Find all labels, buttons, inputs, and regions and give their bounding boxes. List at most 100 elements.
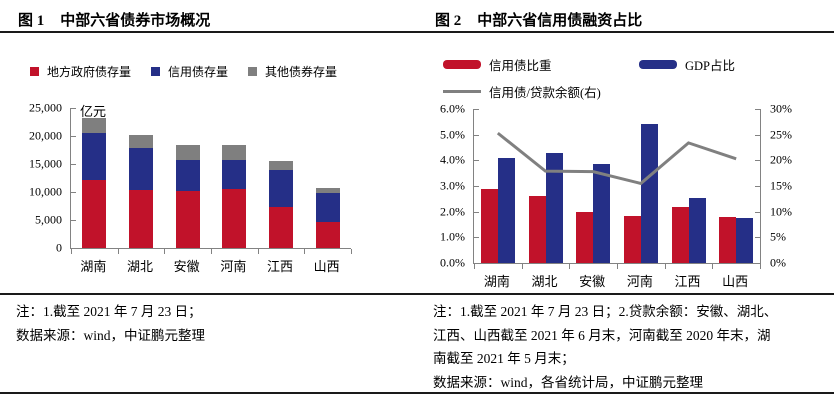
y-tick-label: 1.0% <box>440 229 465 244</box>
note-line: 注：1.截至 2021 年 7 月 23 日； <box>16 304 202 319</box>
bar-segment <box>82 180 107 248</box>
bar-segment <box>269 161 293 170</box>
y-tick-label: 0% <box>770 255 786 270</box>
note-line: 数据来源：wind，各省统计局，中证鹏元整理 <box>433 374 703 390</box>
y-tick-label: 4.0% <box>440 152 465 167</box>
y-tick-label: 15,000 <box>29 156 62 171</box>
y-tick-mark <box>755 109 760 110</box>
legend-label: 其他债券存量 <box>265 65 338 79</box>
y-tick-mark <box>755 186 760 187</box>
bar <box>497 157 515 263</box>
figure1-legend: 地方政府债存量 信用债存量 其他债券存量 <box>30 63 417 80</box>
legend-label: 信用债比重 <box>489 59 552 73</box>
legend-item: 地方政府债存量 <box>30 63 131 80</box>
figure2-plot <box>473 109 761 269</box>
y-tick-label: 25% <box>770 127 792 142</box>
x-axis-label: 江西 <box>674 274 701 289</box>
bar-segment <box>82 117 107 134</box>
x-axis-label: 安徽 <box>579 274 606 289</box>
note-line: 数据来源：wind，中证鹏元整理 <box>16 327 205 343</box>
note-line: 南截至 2021 年 5 月末； <box>433 351 575 366</box>
y-tick-label: 0 <box>56 240 62 255</box>
x-axis-label: 河南 <box>220 259 247 274</box>
y-tick-mark <box>755 160 760 162</box>
bar-group <box>480 109 515 263</box>
figure2-right-axis: 30% 25% 20% 15% 10% 5% 0% <box>761 102 803 270</box>
y-tick-mark <box>474 134 479 136</box>
y-tick-mark <box>71 192 76 193</box>
note-line: 江西、山西截至 2021 年 6 月末，河南截至 2020 年末，湖 <box>433 327 771 343</box>
bar-segment <box>129 190 153 248</box>
x-axis-label: 山西 <box>313 259 340 274</box>
x-axis-label: 湖北 <box>126 259 154 274</box>
bar-stack <box>82 108 107 248</box>
bar-segment <box>129 134 153 148</box>
figure1-plot: 亿元 <box>70 104 352 254</box>
y-tick-label: 2.0% <box>440 204 465 219</box>
y-tick-mark <box>474 211 479 213</box>
figure1-notes: 注：1.截至 2021 年 7 月 23 日； 数据来源：wind，中证鹏元整理 <box>0 295 417 392</box>
figure2-left-axis: 6.0% 5.0% 4.0% 3.0% 2.0% 1.0% 0.0% <box>427 102 473 270</box>
credit-loan-ratio-line <box>498 133 736 183</box>
x-tick-mark <box>304 249 306 254</box>
legend-item: 信用债/贷款余额(右) <box>443 82 639 101</box>
legend-label: 地方政府债存量 <box>47 65 132 79</box>
figure1-bars <box>71 108 351 248</box>
bar-segment <box>175 145 200 160</box>
x-axis-label: 湖北 <box>531 274 558 289</box>
legend-item: 信用债比重 <box>443 55 639 74</box>
y-tick-mark <box>755 237 760 239</box>
legend-swatch-bar <box>443 60 481 69</box>
bar <box>576 211 594 263</box>
bar-group <box>719 109 754 263</box>
figure2-plot-area: 6.0% 5.0% 4.0% 3.0% 2.0% 1.0% 0.0% 30% 25% 20% 15… <box>427 102 834 270</box>
figure2-x-axis: 湖南 湖北 安徽 河南 江西 山西 <box>473 271 759 289</box>
x-tick-mark <box>71 249 72 254</box>
bar-stack <box>129 108 153 248</box>
x-tick-mark <box>211 249 212 254</box>
x-axis-label: 江西 <box>266 259 294 274</box>
y-tick-mark <box>71 164 76 165</box>
bar-group <box>671 109 706 263</box>
bar-group <box>528 109 563 263</box>
x-tick-mark <box>164 249 166 254</box>
legend-item: GDP占比 <box>639 55 834 74</box>
y-tick-label: 25,000 <box>29 100 62 115</box>
y-tick-mark <box>474 186 479 187</box>
bar-stack <box>175 108 200 248</box>
figure2-title: 中部六省信用债融资占比 <box>477 13 643 29</box>
bar-segment <box>129 147 153 191</box>
y-tick-label: 15% <box>770 178 792 193</box>
charts-row: 地方政府债存量 信用债存量 其他债券存量 25,000 20,000 15,000 10,… <box>0 33 834 293</box>
legend-label: GDP占比 <box>685 59 736 73</box>
x-tick-mark <box>760 264 761 269</box>
figure2-heading: 图 2 中部六省信用债融资占比 <box>417 0 834 31</box>
figure1-number: 图 1 <box>18 13 45 29</box>
x-axis-label: 安徽 <box>173 259 200 274</box>
bar-segment <box>315 187 340 193</box>
legend-item: 其他债券存量 <box>248 63 337 80</box>
x-tick-mark <box>521 264 523 269</box>
figure1-heading: 图 1 中部六省债券市场概况 <box>0 0 417 31</box>
legend-swatch-square <box>151 67 161 76</box>
x-tick-mark <box>117 249 119 254</box>
bar-group <box>623 109 658 263</box>
y-tick-mark <box>71 248 76 249</box>
figure1-y-axis: 25,000 20,000 15,000 10,000 5,000 0 <box>14 101 70 255</box>
bar <box>640 124 658 263</box>
bar <box>688 197 706 263</box>
figure1-unit-label: 亿元 <box>80 104 107 119</box>
x-tick-mark <box>664 264 666 269</box>
figure1-plot-area: 25,000 20,000 15,000 10,000 5,000 0 亿元 <box>14 101 417 255</box>
bar-segment <box>222 144 247 160</box>
bar <box>623 215 641 263</box>
bar-segment <box>222 188 247 248</box>
bar <box>528 196 546 263</box>
x-axis-label: 湖南 <box>80 259 107 274</box>
legend-swatch-line <box>443 90 481 93</box>
bar <box>671 206 689 263</box>
bar-stack <box>315 108 340 248</box>
x-axis-label: 河南 <box>626 274 653 289</box>
legend-swatch-square <box>30 67 39 76</box>
y-tick-mark <box>755 134 760 136</box>
